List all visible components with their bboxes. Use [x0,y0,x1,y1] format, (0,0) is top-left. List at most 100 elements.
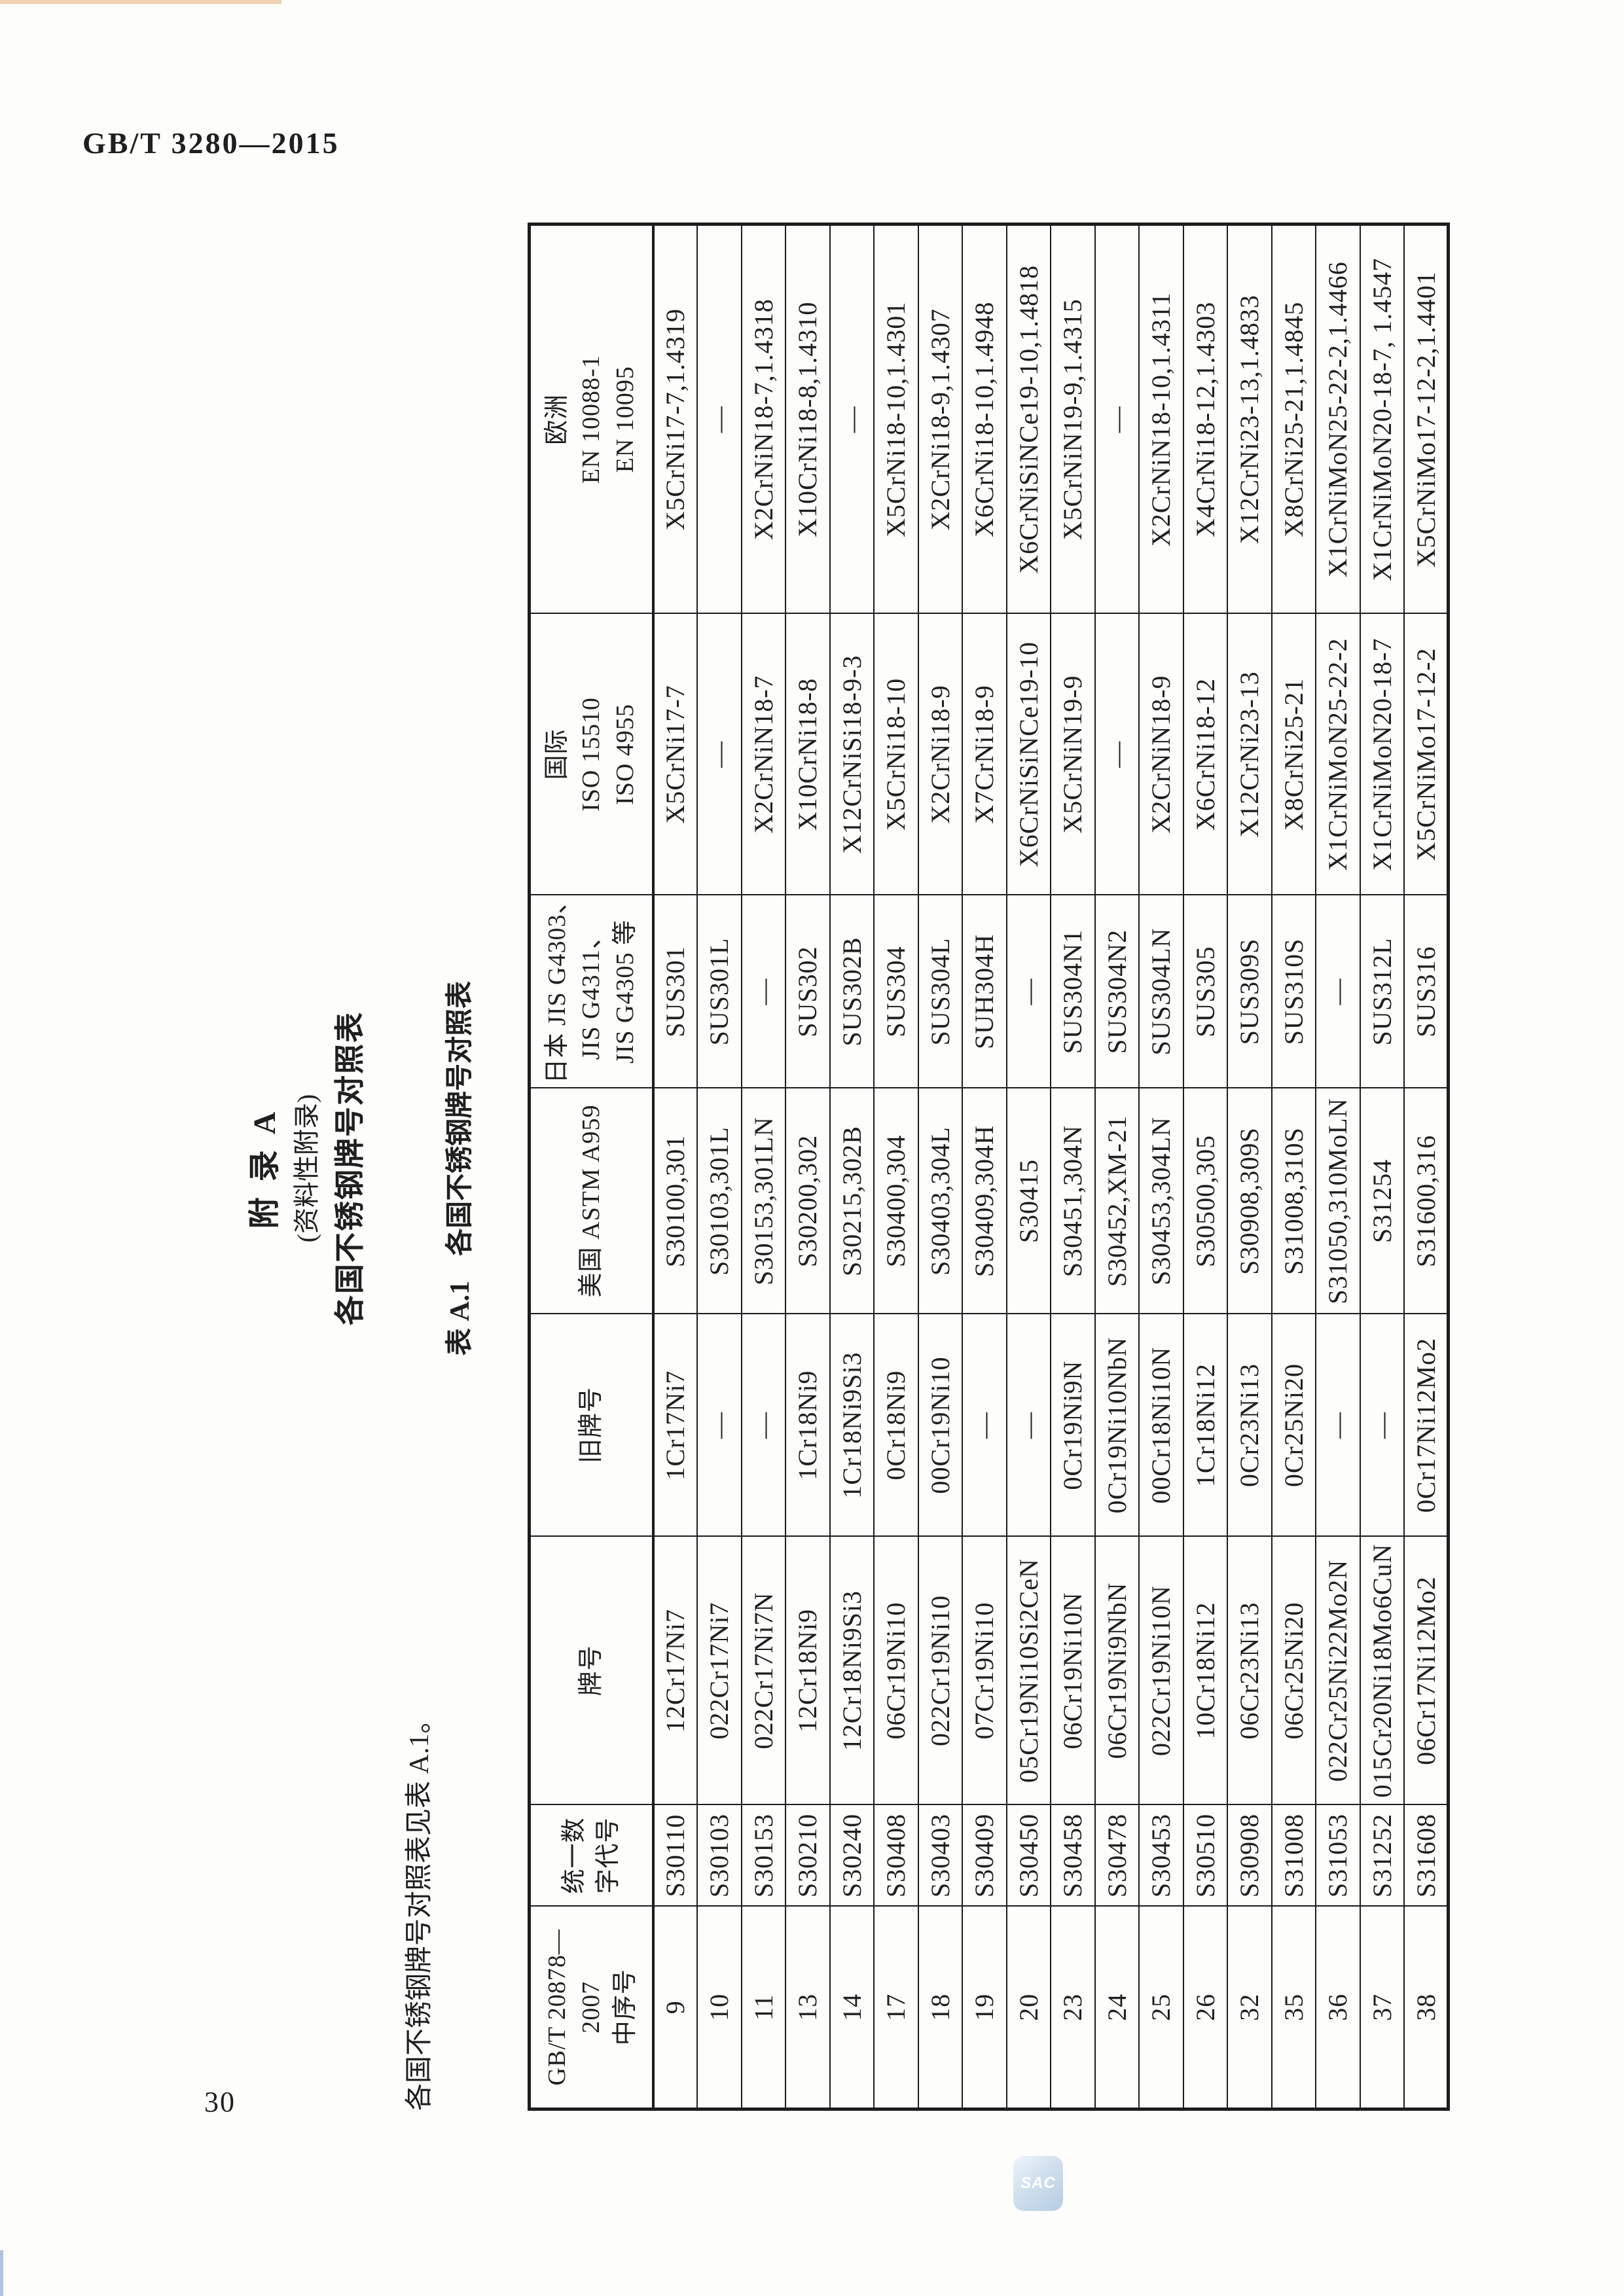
table-cell: S30908,309S [1227,1088,1272,1314]
table-cell: X5CrNi17-7 [653,613,697,895]
header-line: 欧洲 [543,393,571,445]
intro-paragraph: 各国不锈钢牌号对照表见表 A.1。 [405,1706,435,2111]
sac-watermark-logo: SAC [1013,2156,1063,2211]
table-cell: S30215,302B [829,1088,874,1314]
table-cell: SUS302B [829,895,874,1088]
table-cell: 0Cr19Ni10NbN [1094,1314,1139,1537]
table-cell: SUS309S [1227,895,1272,1088]
table-cell: S30452,XM-21 [1094,1088,1139,1314]
table-cell: S30458 [1051,1804,1095,1907]
table-cell: SUS312L [1360,895,1404,1088]
table-cell: S30908 [1227,1804,1272,1907]
header-line: JIS G4311、 [577,923,605,1060]
table-cell: — [1360,1314,1404,1537]
table-cell: S30100,301 [653,1088,697,1314]
table-cell: 10 [697,1906,742,2109]
table-cell: — [962,1314,1007,1537]
table-cell: 13 [785,1906,830,2109]
table-cell: S31252 [1360,1804,1404,1907]
table-cell: X7CrNi18-9 [962,613,1007,895]
scan-edge-artifact-top [0,0,281,4]
table-cell: S31608 [1404,1804,1449,1907]
table-cell: S30453,304LN [1139,1088,1183,1314]
table-cell: — [741,1314,785,1537]
table-cell: SUS301L [697,895,742,1088]
table-cell: X4CrNi18-12,1.4303 [1183,224,1227,614]
table-cell: X6CrNi18-12 [1183,613,1227,895]
appendix-subtitle: (资料性附录) [292,1094,321,1243]
table-cell: X5CrNiMo17-12-2 [1404,613,1449,895]
table-cell: 1Cr17Ni7 [653,1314,697,1537]
table-cell: SUS316 [1404,895,1449,1088]
table-cell: 06Cr19Ni10N [1051,1536,1095,1805]
table-cell: — [1006,1314,1051,1537]
table-cell: 14 [829,1906,874,2109]
table-cell: 1Cr18Ni12 [1183,1314,1227,1537]
header-cell-usa-astm: 美国 ASTM A959 [529,1088,653,1314]
table-cell: — [1094,224,1139,614]
table-cell: 06Cr19Ni9NbN [1094,1536,1139,1805]
table-cell: — [741,895,785,1088]
header-line: EN 10088-1 [577,355,605,484]
header-line: ISO 4955 [611,704,640,805]
header-cell-japan-jis: 日本 JIS G4303、 JIS G4311、 JIS G4305 等 [529,895,653,1088]
table-cell: X8CrNi25-21,1.4845 [1271,224,1316,614]
table-cell: S31053 [1316,1804,1360,1907]
header-line: 美国 ASTM A959 [577,1104,605,1298]
table-caption: 表 A.1 各国不锈钢牌号对照表 [437,226,477,2111]
table-cell: — [1006,895,1051,1088]
table-cell: S30500,305 [1183,1088,1227,1314]
table-cell: X6CrNi18-10,1.4948 [962,224,1007,614]
table-cell: — [1316,1314,1360,1537]
table-cell: SUS304L [918,895,962,1088]
table-cell: 022Cr17Ni7N [741,1536,785,1805]
table-cell: S31254 [1360,1088,1404,1314]
page-number: 30 [204,2086,236,2118]
header-line: EN 10095 [611,366,640,473]
table-cell: SUH304H [962,895,1007,1088]
table-cell: S30415 [1006,1088,1051,1314]
table-caption-title: 各国不锈钢牌号对照表 [445,980,475,1256]
table-cell: 022Cr25Ni22Mo2N [1316,1536,1360,1805]
table-cell: 12Cr18Ni9Si3 [829,1536,874,1805]
table-row: 38 S31608 06Cr17Ni12Mo2 0Cr17Ni12Mo2 S31600,… [1404,224,1449,2109]
table-cell: X8CrNi25-21 [1271,613,1316,895]
table-cell: 0Cr23Ni13 [1227,1314,1272,1537]
table-cell: 07Cr19Ni10 [962,1536,1007,1805]
sac-logo-text: SAC [1020,2174,1056,2192]
table-cell: 0Cr18Ni9 [874,1314,918,1537]
appendix-section-title: 各国不锈钢牌号对照表 [333,1011,367,1325]
table-cell: X6CrNiSiNCe19-10 [1006,613,1051,895]
table-row: 11 S30153 022Cr17Ni7N — S30153,301LN — X2CrNiN… [741,224,785,2109]
table-row: 19 S30409 07Cr19Ni10— S30409,304H SUH304H X7C… [962,224,1007,2109]
table-cell: S30478 [1094,1804,1139,1907]
table-cell: S30409,304H [962,1088,1007,1314]
table-cell: X5CrNiN19-9 [1051,613,1095,895]
table-cell: SUS302 [785,895,830,1088]
table-cell: 38 [1404,1906,1449,2109]
table-cell: 06Cr17Ni12Mo2 [1404,1536,1449,1805]
table-cell: — [1316,895,1360,1088]
table-cell: 05Cr19Ni10Si2CeN [1006,1536,1051,1805]
table-row: 23 S30458 06Cr19Ni10N 0Cr19Ni9N S30451,304N S… [1051,224,1095,2109]
table-cell: 022Cr19Ni10 [918,1536,962,1805]
header-line: 字代号 [594,1817,623,1894]
header-line: 2007 [577,1981,605,2034]
document-code-header: GB/T 3280—2015 [82,126,340,160]
table-cell: 35 [1271,1906,1316,2109]
table-cell: SUS304 [874,895,918,1088]
header-cell-europe-en: 欧洲 EN 10088-1 EN 10095 [529,224,653,614]
table-cell: S30403,304L [918,1088,962,1314]
table-cell: S30153 [741,1804,785,1907]
header-cell-gbt20878-serial: GB/T 20878— 2007 中序号 [529,1906,653,2109]
table-cell: 06Cr23Ni13 [1227,1536,1272,1805]
table-cell: S30103 [697,1804,742,1907]
header-cell-unified-code: 统一数 字代号 [529,1804,653,1907]
table-cell: 0Cr25Ni20 [1271,1314,1316,1537]
table-row: 17 S30408 06Cr19Ni10 0Cr18Ni9 S30400,304 SUS3… [874,224,918,2109]
table-cell: 12Cr18Ni9 [785,1536,830,1805]
table-cell: SUS304LN [1139,895,1183,1088]
appendix-title: 附 录 A [247,1107,282,1229]
table-row: 35 S31008 06Cr25Ni20 0Cr25Ni20 S31008,310S SU… [1271,224,1316,2109]
